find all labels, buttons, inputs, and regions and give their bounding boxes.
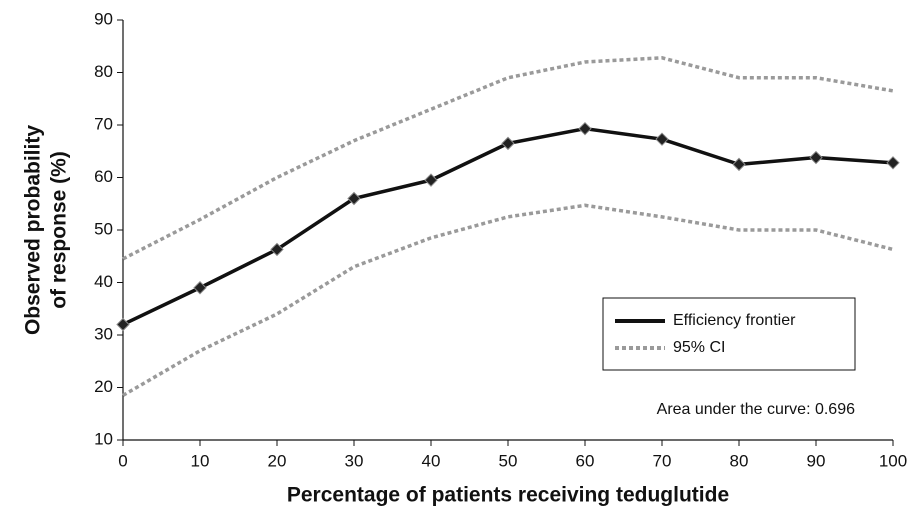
x-tick-label: 50 — [499, 451, 518, 470]
y-axis-title: of response (%) — [48, 151, 71, 309]
marker — [501, 136, 515, 151]
y-tick-label: 40 — [94, 272, 113, 291]
ci-line — [122, 203, 894, 397]
line — [122, 126, 894, 327]
legend-label: 95% CI — [673, 339, 725, 356]
marker — [886, 156, 900, 170]
x-tick-label: 70 — [653, 451, 672, 470]
x-tick-label: 10 — [191, 451, 210, 470]
x-tick-label: 60 — [576, 451, 595, 470]
marker — [116, 317, 130, 332]
marker — [424, 173, 438, 187]
legend-box — [602, 297, 856, 371]
marker — [347, 191, 361, 206]
marker — [270, 242, 284, 257]
x-axis-title: Percentage of patients receiving teduglu… — [287, 484, 729, 507]
y-tick-label: 70 — [94, 114, 113, 133]
legend-label: Efficiency frontier — [673, 312, 796, 329]
marker — [732, 157, 746, 172]
x-tick-label: 20 — [268, 451, 287, 470]
y-tick-label: 30 — [94, 324, 113, 343]
marker — [578, 121, 592, 136]
marker — [193, 281, 207, 295]
y-tick-label: 10 — [94, 429, 113, 448]
marker — [655, 132, 669, 146]
y-tick-label: 20 — [94, 377, 113, 396]
marker — [809, 150, 823, 165]
x-tick-label: 100 — [879, 451, 907, 470]
x-tick-label: 90 — [807, 451, 826, 470]
x-tick-label: 30 — [345, 451, 364, 470]
y-axis-title: Observed probability — [22, 125, 45, 335]
x-tick-label: 40 — [422, 451, 441, 470]
x-tick-label: 0 — [118, 451, 127, 470]
annotation: Area under the curve: 0.696 — [657, 401, 855, 418]
x-tick-label: 80 — [730, 451, 749, 470]
y-tick-label: 90 — [94, 9, 113, 28]
y-tick-label: 50 — [94, 219, 113, 238]
y-tick-label: 60 — [94, 167, 113, 186]
ci-line — [122, 56, 894, 261]
y-tick-label: 80 — [94, 62, 113, 81]
